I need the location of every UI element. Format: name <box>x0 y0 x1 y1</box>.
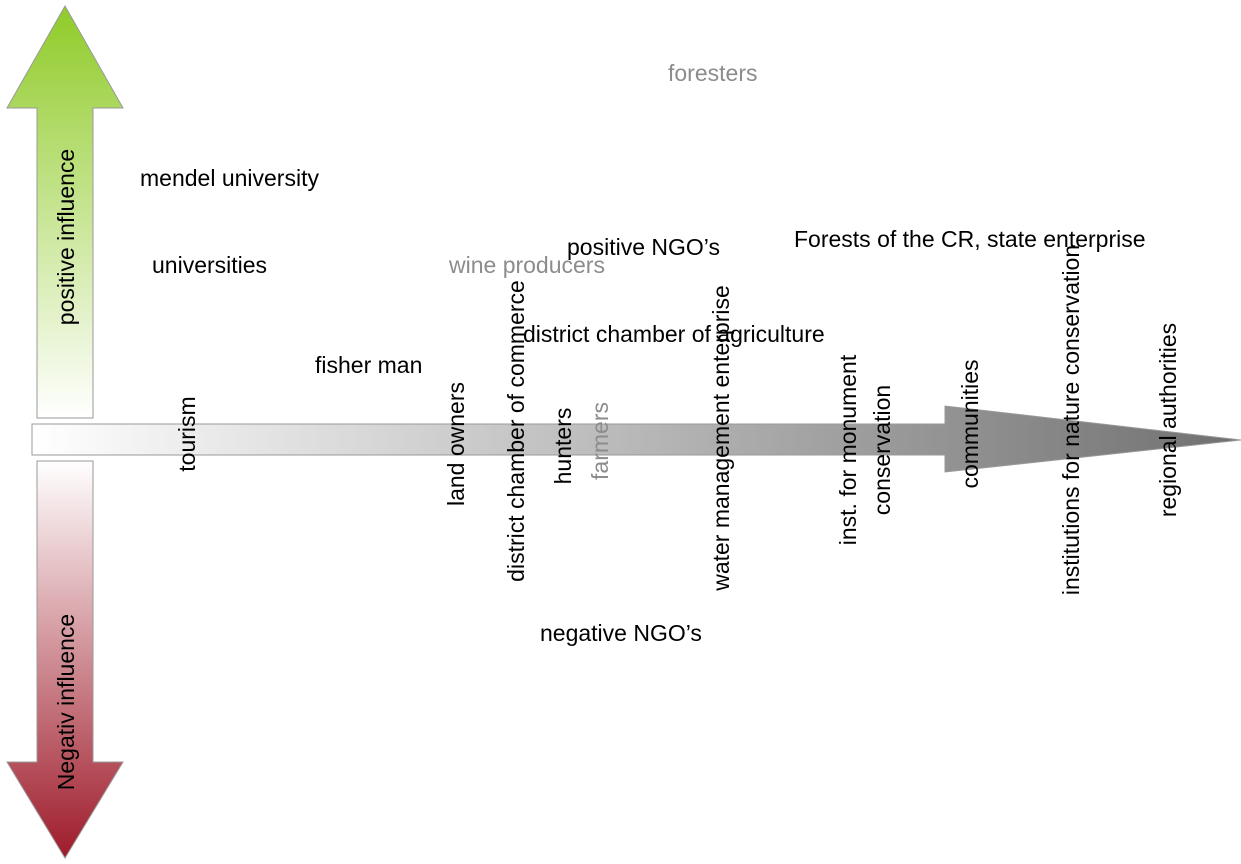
positive-influence-arrow <box>6 4 124 419</box>
negative-influence-label: Negativ influence <box>53 613 79 791</box>
label-wine-producers: wine producers <box>449 252 605 278</box>
label-inst-monument-line2: conservation <box>869 384 895 516</box>
label-negative-ngos: negative NGO’s <box>540 620 702 646</box>
positive-influence-label: positive influence <box>53 148 79 326</box>
label-forests-cr: Forests of the CR, state enterprise <box>794 226 1146 252</box>
label-water-management: water management enterprise <box>708 285 734 591</box>
label-regional-authorities: regional authorities <box>1155 322 1181 518</box>
label-institutions-nature-conservation: institutions for nature conservation <box>1058 244 1084 596</box>
label-district-chamber-commerce: district chamber of commerce <box>503 280 529 582</box>
negative-influence-arrow <box>6 460 124 859</box>
label-inst-monument-conservation: inst. for monument conservation <box>831 355 899 545</box>
label-land-owners: land owners <box>443 381 469 507</box>
label-foresters: foresters <box>668 60 758 86</box>
label-inst-monument-line1: inst. for monument <box>835 354 861 546</box>
label-mendel-university: mendel university <box>140 165 319 191</box>
label-communities: communities <box>957 359 983 489</box>
horizontal-influence-arrow <box>31 405 1241 473</box>
label-district-chamber-agriculture: district chamber of agriculture <box>523 321 825 347</box>
label-farmers: farmers <box>587 402 613 480</box>
label-universities: universities <box>152 252 268 278</box>
label-fisher-man: fisher man <box>315 352 423 378</box>
label-tourism: tourism <box>174 396 200 472</box>
label-positive-ngos: positive NGO’s <box>567 234 720 260</box>
label-hunters: hunters <box>550 407 576 485</box>
